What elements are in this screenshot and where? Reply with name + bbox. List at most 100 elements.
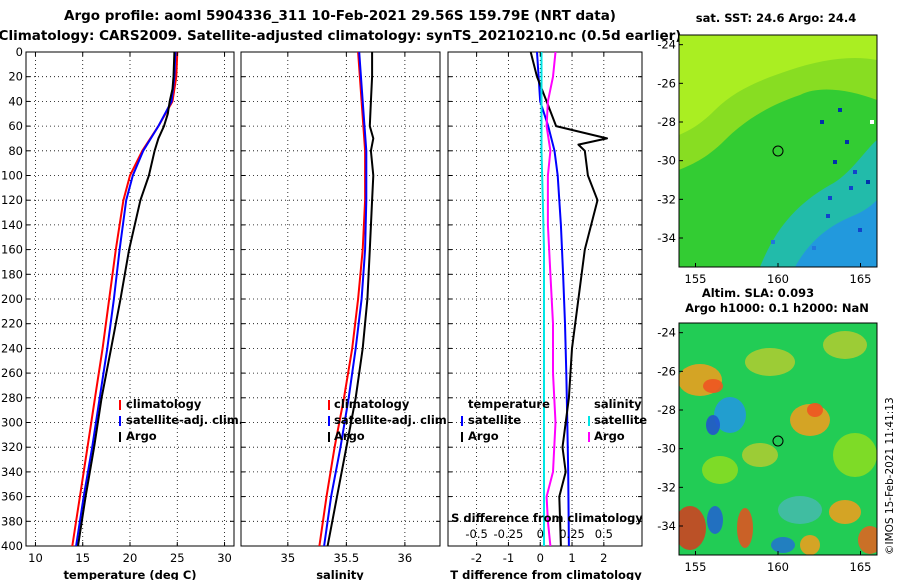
sla-anomaly-blob: [742, 443, 778, 467]
legend-argo-label: Argo: [126, 429, 157, 443]
ytick-label: 320: [1, 440, 23, 454]
legend-t-satellite-label: satellite: [468, 413, 521, 427]
sla-map-ticks: 155 160 165 -24 -26 -28 -30 -32 -34: [657, 326, 871, 574]
series-line-s-satellite: [540, 52, 545, 546]
xtick-top-label: -0.5: [465, 527, 487, 541]
xtick-top-label: 0.5: [595, 527, 613, 541]
salinity-lines: [318, 52, 375, 546]
sst-noise-pixel: [866, 180, 870, 184]
legend-argo-label: Argo: [334, 429, 365, 443]
temperature-xlabel: temperature (deg C): [63, 568, 196, 580]
ytick-label: 180: [1, 267, 23, 281]
ytick-label: 220: [1, 317, 23, 331]
sla-map-title-line2: Argo h1000: 0.1 h2000: NaN: [685, 301, 869, 315]
legend-temperature-title: temperature: [468, 397, 550, 411]
ytick-label: 160: [1, 243, 23, 257]
sst-map-field: [679, 35, 877, 267]
legend-argo-swatch: [328, 432, 330, 442]
legend-s-satellite-label: satellite: [594, 413, 647, 427]
xtick-label: 15: [75, 551, 90, 565]
xtick-label: 10: [28, 551, 43, 565]
legend-s-argo-swatch: [588, 432, 590, 442]
series-line-t-satellite: [536, 52, 570, 546]
ytick-label: 0: [16, 45, 23, 59]
ytick-label: 280: [1, 391, 23, 405]
ytick-label: 260: [1, 366, 23, 380]
map-ytick-label: -34: [657, 519, 676, 533]
sla-anomaly-blob: [800, 535, 820, 555]
sla-map-field: [679, 323, 877, 555]
ytick-label: 380: [1, 514, 23, 528]
map-ytick-label: -30: [657, 154, 676, 168]
sla-anomaly-blob: [737, 508, 753, 548]
map-ytick-label: -26: [657, 364, 676, 378]
series-line-argo: [77, 52, 176, 546]
sst-pixel-noise: [771, 108, 874, 250]
xtick-top-label: 0.25: [559, 527, 585, 541]
sst-noise-pixel: [833, 160, 837, 164]
sst-noise-pixel: [771, 240, 775, 244]
sla-anomaly-blob: [745, 348, 795, 376]
legend-satellite-adj-swatch: [119, 416, 121, 426]
legend-climatology-swatch: [328, 400, 330, 410]
ytick-label: 100: [1, 169, 23, 183]
xtick-label: 25: [170, 551, 185, 565]
figure-title-line1: Argo profile: aoml 5904336_311 10-Feb-20…: [64, 8, 616, 24]
sla-anomaly-blob: [833, 433, 877, 477]
map-ytick-label: -28: [657, 115, 676, 129]
series-line-s-argo: [545, 52, 557, 546]
xtick-label: 36: [398, 551, 413, 565]
ytick-label: 80: [8, 144, 23, 158]
difference-panel: -2 -1 0 1 2 -0.5 -0.25 0 0.25 0.5 T difference fr…: [447, 51, 647, 580]
legend-satellite-adj-label: satellite-adj. clim.: [126, 413, 243, 427]
figure-title-line2: Climatology: CARS2009. Satellite-adjuste…: [0, 28, 681, 44]
ytick-label: 400: [1, 539, 23, 553]
sst-noise-pixel: [849, 186, 853, 190]
sst-noise-pixel: [853, 170, 857, 174]
legend-satellite-adj-swatch: [328, 416, 330, 426]
sst-map-title: sat. SST: 24.6 Argo: 24.4: [696, 11, 856, 25]
difference-ticks: -2 -1 0 1 2 -0.5 -0.25 0 0.25 0.5: [448, 51, 642, 565]
ytick-label: 300: [1, 416, 23, 430]
sst-warmest-zone: [679, 35, 877, 135]
legend-s-argo-label: Argo: [594, 429, 625, 443]
xtick-label: -2: [471, 551, 482, 565]
series-line-climatology: [318, 52, 367, 546]
map-ytick-label: -24: [657, 38, 676, 52]
map-ytick-label: -32: [657, 480, 676, 494]
legend-t-argo-swatch: [461, 432, 463, 442]
sst-noise-pixel: [845, 140, 849, 144]
sla-argo-location-marker: [772, 435, 784, 447]
sst-noise-pixel: [812, 246, 816, 250]
sst-map: sat. SST: 24.6 Argo: 24.4 155 160 165 -24 -2…: [657, 11, 878, 286]
sla-anomaly-blob: [679, 506, 706, 550]
map-xtick-label: 160: [767, 272, 789, 286]
sst-noise-pixel: [826, 214, 830, 218]
map-ytick-label: -32: [657, 192, 676, 206]
sla-anomaly-blob: [829, 500, 861, 524]
legend-t-argo-label: Argo: [468, 429, 499, 443]
ytick-label: 240: [1, 341, 23, 355]
series-line-argo: [326, 52, 375, 546]
map-xtick-label: 165: [850, 560, 872, 574]
sst-noise-pixel: [838, 108, 842, 112]
sla-anomaly-blob: [703, 379, 723, 393]
sst-argo-location-marker: [772, 145, 784, 157]
difference-xlabel-top: S difference from climatology: [451, 511, 643, 525]
sla-map: Altim. SLA: 0.093 Argo h1000: 0.1 h2000:…: [657, 286, 878, 574]
sla-anomaly-blob: [807, 403, 823, 417]
legend-climatology-label: climatology: [126, 397, 202, 411]
sla-anomaly-blobs: [679, 331, 877, 555]
map-ytick-label: -28: [657, 403, 676, 417]
sla-map-title-line1: Altim. SLA: 0.093: [702, 286, 814, 300]
xtick-label: 30: [217, 551, 232, 565]
map-xtick-label: 155: [685, 272, 707, 286]
sla-anomaly-blob: [771, 537, 795, 553]
map-ytick-label: -30: [657, 442, 676, 456]
xtick-top-label: -0.25: [494, 527, 524, 541]
ytick-label: 60: [8, 119, 23, 133]
sst-noise-pixel: [870, 120, 874, 124]
sst-coolest-zone: [795, 200, 877, 267]
series-line-satellite-adj-clim-: [323, 52, 368, 546]
